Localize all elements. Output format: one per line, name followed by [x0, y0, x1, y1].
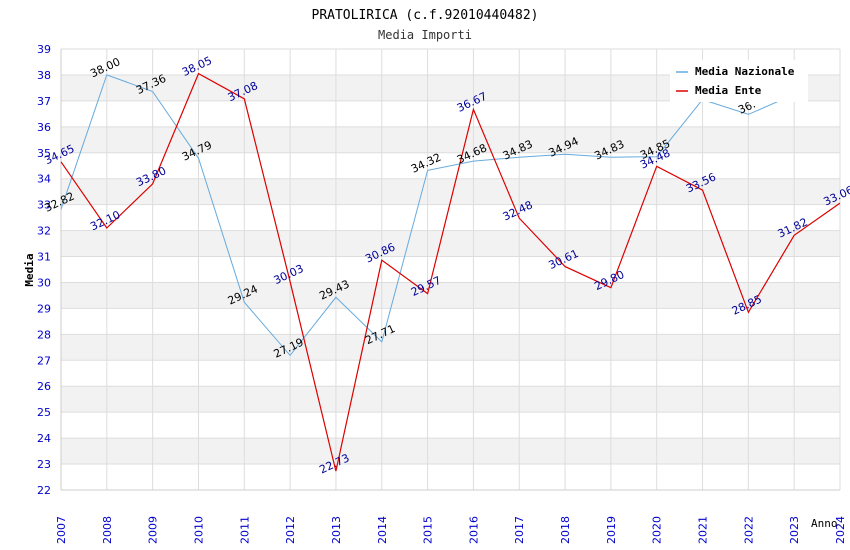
y-tick-label: 23: [37, 458, 51, 471]
grid-band: [61, 126, 840, 153]
y-tick-label: 35: [37, 147, 51, 160]
y-tick-label: 34: [37, 173, 51, 186]
data-label: 32.82: [42, 190, 76, 215]
y-tick-label: 22: [37, 484, 51, 497]
x-tick-label: 2013: [330, 516, 343, 544]
y-tick-label: 24: [37, 432, 51, 445]
y-tick-label: 25: [37, 406, 51, 419]
grid-band: [61, 230, 840, 257]
x-tick-label: 2007: [55, 516, 68, 544]
chart-title: PRATOLIRICA (c.f.92010440482): [312, 8, 539, 23]
series-lines: [60, 72, 841, 472]
x-tick-label: 2015: [422, 516, 435, 544]
chart-subtitle: Media Importi: [378, 28, 472, 42]
x-tick-label: 2014: [376, 516, 389, 544]
data-label: 34.32: [409, 151, 443, 176]
x-tick-label: 2016: [467, 516, 480, 544]
y-tick-label: 32: [37, 225, 51, 238]
grid-bands: [61, 74, 840, 465]
y-tick-label: 36: [37, 121, 51, 134]
x-tick-label: 2020: [651, 516, 664, 544]
y-tick-label: 39: [37, 43, 51, 56]
y-tick-label: 28: [37, 328, 51, 341]
x-tick-label: 2012: [284, 516, 297, 544]
y-tick-label: 27: [37, 354, 51, 367]
legend-label-ente: Media Ente: [695, 84, 762, 97]
data-label: 32.10: [88, 208, 122, 233]
x-tick-label: 2018: [559, 516, 572, 544]
grid-band: [61, 438, 840, 465]
x-tick-label: 2017: [513, 516, 526, 544]
legend-label-nazionale: Media Nazionale: [695, 65, 795, 78]
y-tick-label: 26: [37, 380, 51, 393]
y-tick-label: 31: [37, 251, 51, 264]
grid-band: [61, 386, 840, 413]
data-labels: 32.8238.0037.3634.7929.2427.1929.4327.71…: [42, 54, 850, 477]
x-tick-labels: 2007 2008 2009 2010 2011 2012 2013 2014 2015 2016…: [55, 516, 847, 544]
x-tick-label: 2019: [605, 516, 618, 544]
y-tick-label: 30: [37, 276, 51, 289]
y-tick-label: 33: [37, 199, 51, 212]
y-tick-label: 29: [37, 302, 51, 315]
grid-band: [61, 282, 840, 309]
x-tick-label: 2024: [834, 516, 847, 544]
axes: [60, 49, 840, 491]
x-tick-label: 2009: [147, 516, 160, 544]
y-tick-label: 37: [37, 95, 51, 108]
x-tick-label: 2021: [697, 516, 710, 544]
legend-box: [670, 60, 808, 102]
grid-band: [61, 334, 840, 361]
y-tick-label: 38: [37, 69, 51, 82]
series-line-0: [60, 74, 795, 357]
legend: Media Nazionale Media Ente: [670, 60, 808, 102]
y-tick-labels: 22 23 24 25 26 27 28 29 30 31 32 33 34 35 36 37 38 39: [37, 43, 51, 497]
x-tick-label: 2023: [788, 516, 801, 544]
y-axis-label: Media: [23, 253, 36, 286]
series-line-1: [60, 72, 841, 472]
grid-lines: [60, 48, 841, 491]
x-axis-label: Anno: [811, 517, 838, 530]
x-tick-label: 2011: [238, 516, 251, 544]
x-tick-label: 2010: [192, 516, 205, 544]
x-tick-label: 2008: [101, 516, 114, 544]
x-tick-label: 2022: [742, 516, 755, 544]
